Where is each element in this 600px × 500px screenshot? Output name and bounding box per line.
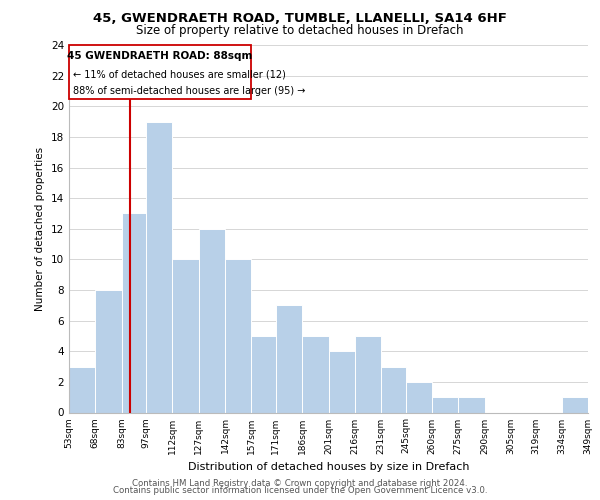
- Text: 45, GWENDRAETH ROAD, TUMBLE, LLANELLI, SA14 6HF: 45, GWENDRAETH ROAD, TUMBLE, LLANELLI, S…: [93, 12, 507, 26]
- Bar: [562, 397, 588, 412]
- Text: Contains public sector information licensed under the Open Government Licence v3: Contains public sector information licen…: [113, 486, 487, 495]
- Text: ← 11% of detached houses are smaller (12): ← 11% of detached houses are smaller (12…: [73, 70, 286, 80]
- Text: 45 GWENDRAETH ROAD: 88sqm: 45 GWENDRAETH ROAD: 88sqm: [67, 51, 253, 61]
- Text: 88% of semi-detached houses are larger (95) →: 88% of semi-detached houses are larger (…: [73, 86, 305, 97]
- X-axis label: Distribution of detached houses by size in Drefach: Distribution of detached houses by size …: [188, 462, 469, 472]
- Bar: [69, 366, 95, 412]
- Text: Contains HM Land Registry data © Crown copyright and database right 2024.: Contains HM Land Registry data © Crown c…: [132, 478, 468, 488]
- Bar: [458, 397, 485, 412]
- Text: Size of property relative to detached houses in Drefach: Size of property relative to detached ho…: [136, 24, 464, 37]
- Bar: [95, 290, 122, 412]
- Bar: [329, 351, 355, 412]
- Bar: [355, 336, 381, 412]
- Bar: [302, 336, 329, 412]
- Bar: [432, 397, 458, 412]
- Y-axis label: Number of detached properties: Number of detached properties: [35, 146, 46, 311]
- Bar: [199, 229, 225, 412]
- Bar: [146, 122, 172, 412]
- Bar: [225, 260, 251, 412]
- Bar: [406, 382, 432, 412]
- Bar: [276, 306, 302, 412]
- Bar: [251, 336, 276, 412]
- Bar: [172, 260, 199, 412]
- Bar: [381, 366, 406, 412]
- Bar: [69, 45, 251, 98]
- Bar: [122, 214, 146, 412]
